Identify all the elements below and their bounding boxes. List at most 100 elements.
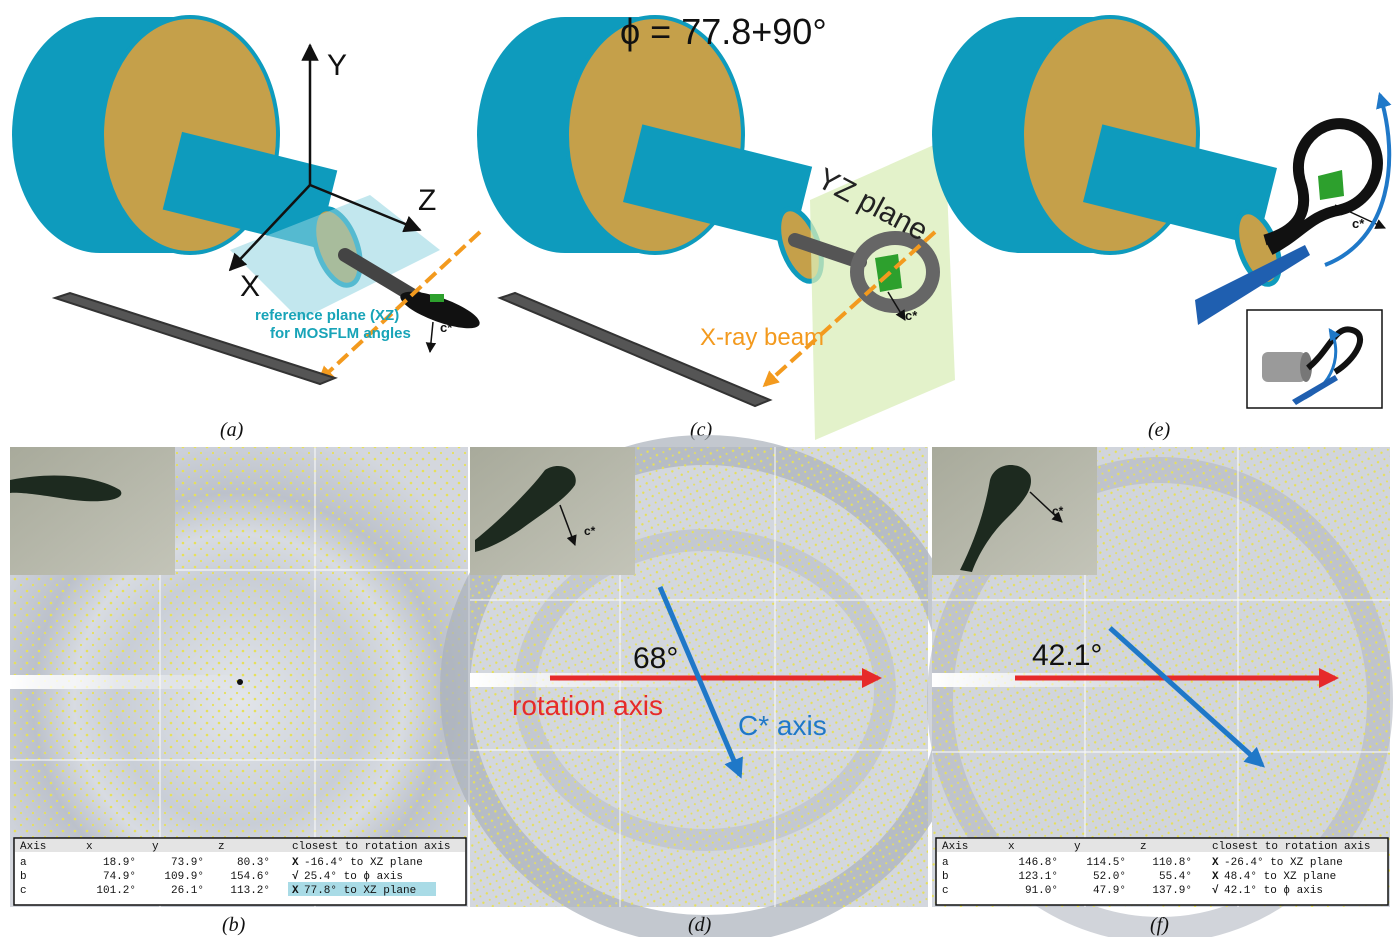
inset-e	[1246, 309, 1383, 409]
table-row: c 101.2° 26.1° 113.2° X 77.8° to XZ plan…	[20, 885, 416, 897]
table-b-r1-x: 74.9°	[103, 871, 136, 883]
table-f-r1-note: 48.4° to XZ plane	[1224, 871, 1336, 883]
table-b-r1-z: 154.6°	[230, 871, 270, 883]
table-b-r2-mark: X	[292, 885, 299, 897]
table-b-r0-x: 18.9°	[103, 857, 136, 869]
table-row: b 123.1° 52.0° 55.4° X 48.4° to XZ plane	[942, 871, 1336, 883]
cstar-label-a: c*	[440, 320, 453, 335]
panel-f: c* 42.1° Axis x y z closest to rotation …	[927, 447, 1393, 937]
table-f-r2-z: 137.9°	[1152, 885, 1192, 897]
angle-label-d: 68°	[633, 642, 678, 675]
table-b-h-z: z	[218, 841, 225, 853]
caption-e: (e)	[1148, 419, 1171, 441]
table-b-r1-axis: b	[20, 871, 27, 883]
panel-a: Y Z X reference plane (XZ) for MOSFLM an…	[12, 15, 482, 441]
table-f-r0-x: 146.8°	[1018, 857, 1058, 869]
xray-beam-a	[317, 230, 482, 383]
reference-plane-xz	[230, 195, 440, 320]
table-f-r0-y: 114.5°	[1086, 857, 1126, 869]
table-f-h-x: x	[1008, 841, 1015, 853]
caption-d: (d)	[688, 914, 712, 936]
crystal-photo-f: c*	[932, 447, 1097, 575]
reference-plane-label-2: for MOSFLM angles	[270, 325, 411, 342]
table-b-r2-y: 26.1°	[171, 885, 204, 897]
caption-a: (a)	[220, 419, 244, 441]
table-b-h-axis: Axis	[20, 841, 46, 853]
phi-label: ϕ = 77.8+90°	[620, 11, 827, 52]
table-f-h-z: z	[1140, 841, 1147, 853]
table-f-r1-x: 123.1°	[1018, 871, 1058, 883]
table-f-r0-axis: a	[942, 857, 949, 869]
cstar-axis-arrow-f	[1108, 626, 1265, 768]
axis-y-label: Y	[327, 49, 347, 82]
beamstop-c	[497, 291, 773, 408]
wedge-e	[1195, 245, 1310, 325]
table-b-r0-y: 73.9°	[171, 857, 204, 869]
crystal-photo-d: c*	[470, 447, 635, 575]
table-row: a 146.8° 114.5° 110.8° X -26.4° to XZ pl…	[942, 857, 1343, 869]
table-b-r2-x: 101.2°	[96, 885, 136, 897]
table-f-r1-axis: b	[942, 871, 949, 883]
cstar-axis-arrow-d	[657, 586, 743, 779]
table-b-r1-note: 25.4° to ϕ axis	[304, 871, 403, 883]
caption-f: (f)	[1150, 914, 1169, 936]
table-b-r2-axis: c	[20, 885, 27, 897]
panel-d: c* 68° rotation axis C* axis (d)	[440, 435, 970, 937]
table-b-r0-note: -16.4° to XZ plane	[304, 857, 423, 869]
detector-c	[477, 15, 824, 284]
crystal-photo-b	[10, 447, 175, 575]
beamstop-a	[51, 291, 338, 386]
table-b-r0-mark: X	[292, 857, 299, 869]
rotation-axis-label-d: rotation axis	[512, 690, 663, 721]
panel-b: Axis x y z closest to rotation axis a 18…	[10, 447, 468, 936]
table-b-r1-y: 109.9°	[164, 871, 204, 883]
table-f-r0-z: 110.8°	[1152, 857, 1192, 869]
cstar-label-f: c*	[1052, 504, 1064, 518]
table-row: a 18.9° 73.9° 80.3° X -16.4° to XZ plane	[20, 857, 423, 869]
rotation-arc-e	[1324, 91, 1392, 267]
orientation-table-b: Axis x y z closest to rotation axis a 18…	[13, 837, 467, 906]
table-f-r0-mark: X	[1212, 857, 1219, 869]
reference-plane-label-1: reference plane (XZ)	[255, 307, 399, 324]
axis-z-label: Z	[418, 184, 436, 217]
loop-e	[1263, 118, 1386, 255]
table-row: c 91.0° 47.9° 137.9° √ 42.1° to ϕ axis	[942, 884, 1323, 897]
detector-e	[932, 15, 1282, 287]
table-b-r2-note: 77.8° to XZ plane	[304, 885, 416, 897]
table-b-r1-mark: √	[292, 870, 299, 883]
table-row: b 74.9° 109.9° 154.6° √ 25.4° to ϕ axis	[20, 870, 403, 883]
table-f-r2-mark: √	[1212, 884, 1219, 897]
xray-beam-c	[762, 230, 937, 388]
table-f-r1-mark: X	[1212, 871, 1219, 883]
panel-c: ϕ = 77.8+90° YZ plane X-ray beam c* (c)	[477, 11, 955, 441]
table-f-r2-x: 91.0°	[1025, 885, 1058, 897]
cstar-axis-label-d: C* axis	[738, 710, 827, 741]
cstar-label-c: c*	[905, 308, 918, 323]
cstar-label-e: c*	[1352, 216, 1365, 231]
table-b-h-x: x	[86, 841, 93, 853]
table-f-r0-note: -26.4° to XZ plane	[1224, 857, 1343, 869]
caption-b: (b)	[222, 914, 246, 936]
table-b-r0-z: 80.3°	[237, 857, 270, 869]
axes-a	[228, 43, 437, 354]
axis-x-label: X	[240, 270, 260, 303]
table-b-r2-z: 113.2°	[230, 885, 270, 897]
table-f-r2-y: 47.9°	[1093, 885, 1126, 897]
table-f-h-note: closest to rotation axis	[1212, 841, 1370, 853]
table-f-r2-axis: c	[942, 885, 949, 897]
xray-beam-label: X-ray beam	[700, 324, 824, 351]
table-b-r0-axis: a	[20, 857, 27, 869]
table-b-h-y: y	[152, 841, 159, 853]
table-b-h-note: closest to rotation axis	[292, 841, 450, 853]
table-f-r1-y: 52.0°	[1093, 871, 1126, 883]
table-f-h-y: y	[1074, 841, 1081, 853]
table-f-h-axis: Axis	[942, 841, 968, 853]
loop-a	[338, 248, 480, 329]
table-f-r1-z: 55.4°	[1159, 871, 1192, 883]
table-f-r2-note: 42.1° to ϕ axis	[1224, 885, 1323, 897]
panel-e: c* (e)	[932, 15, 1392, 441]
cstar-label-d: c*	[584, 524, 596, 538]
angle-label-f: 42.1°	[1032, 639, 1102, 672]
orientation-table-f: Axis x y z closest to rotation axis a 14…	[935, 837, 1389, 906]
